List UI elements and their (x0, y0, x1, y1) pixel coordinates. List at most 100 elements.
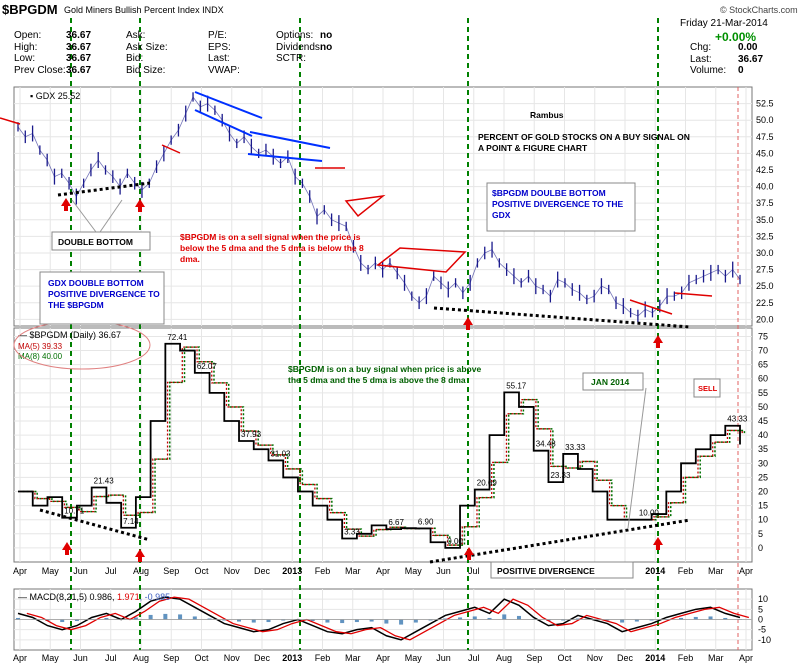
annot-buy-signal-line: $BPGDM is on a buy signal when price is … (288, 364, 481, 374)
price-connector (513, 275, 522, 284)
x-tick-label: 2014 (645, 566, 665, 576)
x-tick-label: Sep (526, 653, 542, 663)
macd-histogram-bar (104, 617, 109, 620)
annot-box-gdx (39, 271, 165, 325)
quote-label: Last: (208, 53, 230, 64)
red-arrow-icon (135, 549, 145, 557)
macd-histogram-bar (281, 619, 286, 621)
price-connector (68, 183, 77, 197)
data-label: 33.33 (565, 443, 586, 452)
y-tick-label: 10 (758, 515, 768, 525)
y-tick-label: -5 (758, 625, 766, 635)
price-connector (389, 262, 398, 274)
data-label: 37.93 (241, 430, 262, 439)
x-tick-label: Jun (73, 653, 88, 663)
y-tick-label: 60 (758, 374, 768, 384)
price-connector (200, 103, 208, 108)
y-tick-label: -10 (758, 635, 771, 645)
quote-label: Last: (690, 53, 712, 65)
annot-box-bpgdm (486, 182, 636, 232)
quote-value: no (320, 30, 333, 41)
annot-sell-signal-line: below the 5 dma and the 5 dma is below t… (180, 243, 364, 253)
price-connector (302, 183, 311, 197)
price-connector (688, 279, 697, 284)
macd-signal-line (26, 596, 750, 641)
quote-label: Volume: (690, 65, 727, 76)
annot-box-positive-divergence (490, 561, 634, 579)
price-connector (550, 279, 559, 297)
price-connector (83, 169, 92, 184)
bpgdm-line (18, 342, 741, 549)
macd-histogram-bar (74, 619, 79, 622)
x-tick-label: May (42, 566, 60, 576)
price-connector (732, 269, 741, 280)
red-arrow-icon (62, 542, 72, 550)
quote-label: Prev Close: (14, 64, 66, 76)
red-arrow-icon (463, 317, 473, 325)
y-tick-label: 45 (758, 416, 768, 426)
annot-bpgdm-double-bottom-line: GDX (492, 210, 511, 220)
ma8-legend: MA(8) 40.00 (18, 352, 63, 361)
red-arrow-stem (138, 557, 142, 562)
price-connector (258, 149, 267, 154)
y-tick-label: 42.5 (756, 165, 774, 175)
x-tick-label: Apr (376, 566, 390, 576)
red-flag-line (674, 292, 713, 297)
quote-value: 0.00 (738, 42, 758, 53)
x-tick-label: 2013 (282, 653, 302, 663)
red-arrow-icon (61, 198, 71, 206)
quote-label: EPS: (208, 41, 231, 53)
quote-label: Options: (276, 30, 314, 41)
macd-histogram-bar (708, 616, 713, 620)
price-connector (455, 282, 464, 294)
macd-histogram-bar (163, 613, 168, 620)
red-arrow-stem (65, 550, 69, 555)
x-tick-label: Feb (678, 566, 694, 576)
channel-line (194, 91, 263, 119)
x-tick-label: May (42, 653, 60, 663)
price-connector (90, 159, 99, 171)
price-connector (499, 262, 507, 270)
y-tick-label: 30.0 (756, 248, 774, 258)
x-tick-label: Jul (105, 653, 117, 663)
x-tick-label: Feb (678, 653, 694, 663)
annot-rambus-line: Rambus (530, 110, 564, 120)
macd-histogram-bar (251, 619, 256, 623)
annot-sell-signal-line: $BPGDM is on a sell signal when the pric… (180, 232, 361, 242)
price-connector (75, 183, 84, 197)
price-connector (637, 309, 646, 317)
price-connector (593, 285, 602, 297)
price-connector (309, 196, 318, 217)
x-tick-label: May (405, 566, 423, 576)
data-label: 3.33 (344, 528, 360, 537)
x-tick-label: Mar (345, 566, 361, 576)
red-arrow-stem (656, 545, 660, 550)
macd-histogram-bar (575, 618, 580, 620)
annot-buy-signal-line: the 5 dma and the 5 dma is above the 8 d… (288, 375, 466, 385)
label-pointer (71, 199, 123, 233)
y-tick-label: 0 (758, 543, 763, 553)
red-flag-line (0, 117, 21, 125)
y-tick-label: 10 (758, 594, 768, 604)
price-connector (615, 302, 624, 307)
data-label: 20.69 (477, 479, 498, 488)
annot-bpgdm-double-bottom: $BPGDM DOULBE BOTTOM POSITIVE DIVERGENCE … (492, 188, 623, 220)
price-connector (564, 282, 573, 290)
red-arrow-stem (656, 343, 660, 348)
annot-positive-divergence-line: POSITIVE DIVERGENCE (497, 566, 595, 576)
macd-histogram-bar (620, 619, 625, 623)
price-connector (338, 222, 347, 227)
x-tick-label: Aug (133, 566, 149, 576)
trendline-dotted (39, 508, 151, 542)
red-arrow-icon (135, 199, 145, 207)
ma8-line (22, 346, 746, 546)
x-tick-label: Jun (73, 566, 88, 576)
x-tick-label: Apr (13, 566, 27, 576)
quote-label: Ask Size: (126, 41, 168, 53)
price-connector (39, 149, 48, 161)
y-tick-label: 37.5 (756, 198, 774, 208)
y-tick-label: 5 (758, 529, 763, 539)
y-tick-label: 75 (758, 331, 768, 341)
price-connector (316, 209, 325, 217)
quote-label: Chg: (690, 42, 712, 53)
